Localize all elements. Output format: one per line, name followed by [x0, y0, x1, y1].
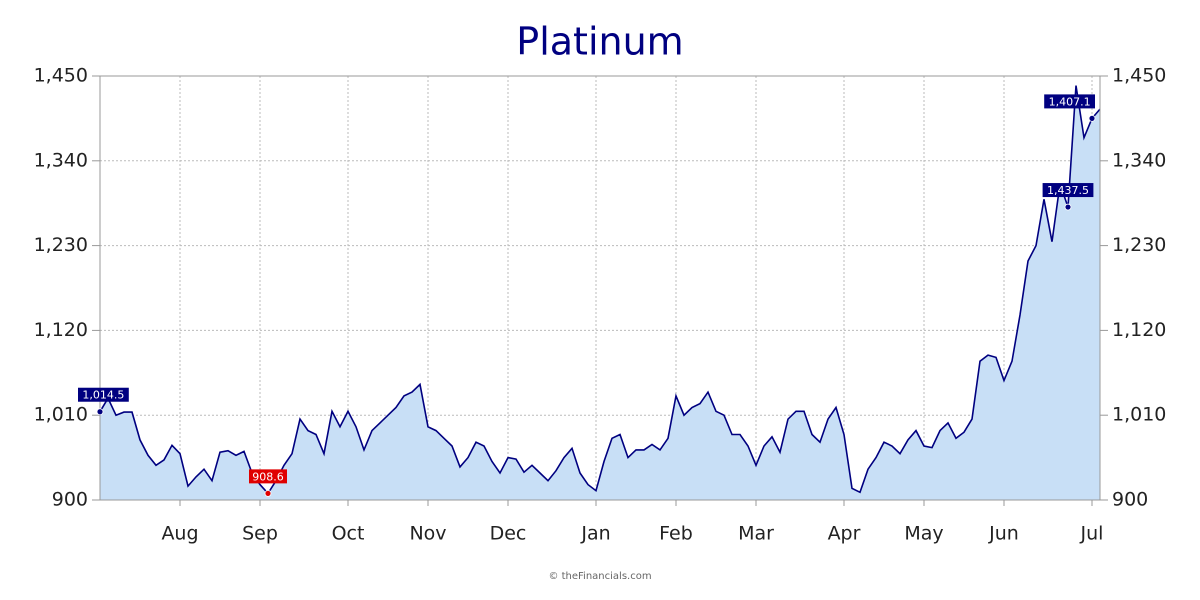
y-tick-label: 1,340: [34, 149, 88, 171]
point-marker: [1088, 115, 1096, 122]
value-label-box: [249, 469, 287, 484]
x-tick-label: Nov: [409, 523, 446, 545]
plot-frame: [99, 75, 1101, 501]
point-marker: [264, 489, 272, 497]
y2-tick-label: 1,120: [1112, 319, 1166, 341]
x-tick-label: Sep: [242, 523, 278, 545]
chart-title: Platinum: [516, 20, 683, 64]
y2-tick-label: 1,230: [1112, 234, 1166, 256]
footer: © theFinancials.com: [548, 571, 651, 582]
value-label: 1,437.5: [1047, 184, 1089, 197]
value-label: 908.6: [252, 470, 284, 483]
point-marker: [1064, 203, 1072, 211]
y2-tick-label: 1,340: [1112, 149, 1166, 171]
x-tick-label: Dec: [490, 523, 527, 545]
x-tick-label: Feb: [659, 523, 693, 545]
point-marker: [96, 408, 104, 416]
x-tick-label: Jun: [988, 523, 1019, 545]
value-label-box: [1044, 94, 1095, 109]
y2-tick-label: 1,010: [1112, 404, 1166, 426]
y2-tick-label: 900: [1112, 489, 1148, 511]
value-label-box: [1042, 183, 1094, 198]
x-tick-label: Aug: [161, 523, 198, 545]
x-tick-label: Jan: [580, 523, 610, 545]
value-label: 1,014.5: [82, 389, 124, 402]
value-label: 1,407.1: [1049, 95, 1091, 108]
x-tick-label: Apr: [828, 523, 861, 545]
y2-tick-label: 1,450: [1112, 65, 1166, 87]
x-tick-label: Oct: [332, 523, 365, 545]
x-tick-label: Mar: [738, 523, 774, 545]
y-tick-label: 1,230: [34, 234, 88, 256]
value-label-box: [78, 387, 129, 402]
x-tick-label: May: [904, 523, 943, 545]
area-fill: [100, 85, 1100, 500]
x-tick-label: Jul: [1080, 523, 1104, 545]
y-tick-label: 1,010: [34, 404, 88, 426]
y-tick-label: 1,450: [34, 65, 88, 87]
y-tick-label: 1,120: [34, 319, 88, 341]
y-tick-label: 900: [52, 489, 88, 511]
